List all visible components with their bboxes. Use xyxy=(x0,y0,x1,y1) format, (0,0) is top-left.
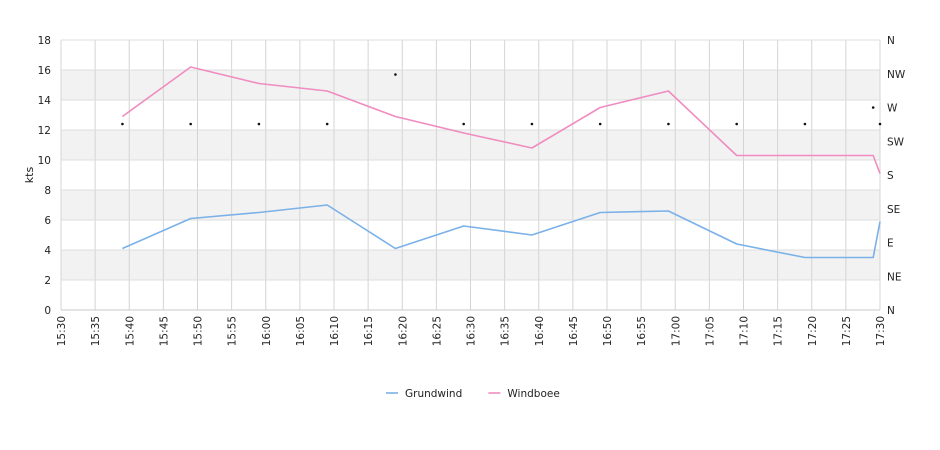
x-tick-label: 15:45 xyxy=(158,316,170,346)
x-tick-label: 15:30 xyxy=(56,316,68,346)
y-tick-label: 8 xyxy=(44,185,51,197)
x-tick-label: 16:30 xyxy=(466,316,478,346)
right-axis-label: N xyxy=(887,35,895,47)
x-tick-label: 15:35 xyxy=(90,316,102,346)
x-tick-label: 17:10 xyxy=(739,316,751,346)
x-tick-label: 16:00 xyxy=(261,316,273,346)
y-axis-label: kts xyxy=(23,167,36,184)
direction-marker xyxy=(803,122,807,126)
y-tick-label: 16 xyxy=(38,65,52,77)
x-tick-label: 16:05 xyxy=(295,316,307,346)
x-tick-label: 15:50 xyxy=(193,316,205,346)
x-tick-label: 17:25 xyxy=(841,316,853,346)
right-axis-direction-labels: N NE E SE S SW W NW N xyxy=(887,35,906,317)
right-axis-label: E xyxy=(887,238,894,250)
x-tick-label: 16:40 xyxy=(534,316,546,346)
x-tick-label: 16:55 xyxy=(636,316,648,346)
right-axis-label: W xyxy=(887,103,898,115)
y-axis-ticks: 0 2 4 6 8 10 12 14 16 18 xyxy=(38,35,52,317)
direction-marker xyxy=(735,122,738,126)
legend-label: Windboee xyxy=(507,388,559,400)
direction-marker xyxy=(462,122,465,126)
right-axis-label: S xyxy=(887,170,894,182)
x-tick-label: 16:10 xyxy=(329,316,341,346)
y-tick-label: 6 xyxy=(44,215,51,227)
x-tick-label: 16:25 xyxy=(431,316,443,346)
horizontal-gridlines xyxy=(61,39,880,311)
x-tick-label: 17:00 xyxy=(670,316,682,346)
x-axis-ticks: 15:30 15:35 15:40 15:45 15:50 15:55 16:00 16:05… xyxy=(56,316,887,346)
x-tick-label: 17:30 xyxy=(875,316,887,346)
direction-marker xyxy=(598,122,602,126)
direction-markers xyxy=(121,73,882,126)
legend-label: Grundwind xyxy=(405,388,462,400)
direction-marker xyxy=(257,122,261,126)
direction-marker xyxy=(121,122,124,126)
right-axis-label: SE xyxy=(887,204,900,216)
right-axis-label: NW xyxy=(887,69,906,81)
x-tick-label: 16:45 xyxy=(568,316,580,346)
y-tick-label: 2 xyxy=(44,275,51,287)
x-tick-label: 17:05 xyxy=(704,316,716,346)
y-tick-label: 10 xyxy=(38,155,51,167)
right-axis-label: N xyxy=(887,305,895,317)
series-lines xyxy=(121,66,881,259)
x-tick-label: 16:20 xyxy=(397,316,409,346)
x-tick-label: 15:40 xyxy=(124,316,136,346)
y-tick-label: 14 xyxy=(38,95,52,107)
y-tick-label: 4 xyxy=(44,245,51,257)
direction-marker xyxy=(878,122,882,126)
direction-marker xyxy=(667,122,670,126)
x-tick-label: 15:55 xyxy=(227,316,239,346)
vertical-gridlines xyxy=(60,40,881,310)
x-tick-label: 16:15 xyxy=(363,316,375,346)
series-line-grundwind xyxy=(122,204,881,259)
direction-marker xyxy=(871,106,875,109)
series-line-windboee xyxy=(121,66,881,174)
x-tick-label: 17:15 xyxy=(773,316,785,346)
x-tick-label: 16:50 xyxy=(602,316,614,346)
y-tick-label: 12 xyxy=(38,125,51,137)
direction-marker xyxy=(530,122,534,126)
y-tick-label: 0 xyxy=(44,305,51,317)
direction-marker xyxy=(189,122,192,126)
x-tick-label: 17:20 xyxy=(807,316,819,346)
right-axis-label: SW xyxy=(887,136,905,148)
x-tick-label: 16:35 xyxy=(500,316,512,346)
direction-marker xyxy=(394,73,397,76)
y-tick-label: 18 xyxy=(38,35,51,47)
right-axis-label: NE xyxy=(887,271,902,283)
direction-marker xyxy=(325,122,329,126)
legend: Grundwind Windboee xyxy=(386,388,560,400)
